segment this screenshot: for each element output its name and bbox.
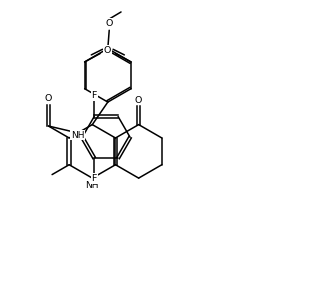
Text: NH: NH [71, 130, 84, 140]
Text: O: O [45, 94, 52, 103]
Text: O: O [104, 46, 111, 55]
Text: F: F [92, 174, 97, 183]
Text: F: F [92, 91, 97, 100]
Text: O: O [104, 46, 112, 55]
Text: O: O [106, 19, 113, 28]
Text: O: O [135, 96, 142, 105]
Text: NH: NH [86, 181, 99, 190]
